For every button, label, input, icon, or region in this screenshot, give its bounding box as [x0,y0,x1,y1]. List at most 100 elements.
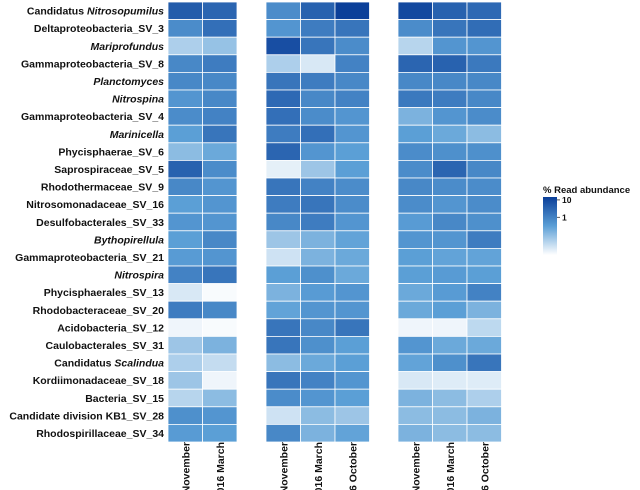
heatmap-cell [300,265,336,285]
row-label: Marinicella [110,129,164,141]
heatmap-cell [432,195,468,214]
heatmap-cell [466,212,502,232]
heatmap-cell [202,335,238,355]
heatmap-cell [167,265,203,285]
column-label: 6 October [479,442,491,490]
heatmap-cell [202,353,238,373]
legend-title: % Read abundance [543,185,630,196]
heatmap-cells [167,1,502,443]
heatmap-cell [432,318,468,337]
heatmap-cell [397,247,433,267]
heatmap-cell [167,1,203,21]
heatmap-cell [397,230,433,249]
heatmap-cell [432,107,468,126]
heatmap-cell [397,212,433,232]
heatmap-cell [466,371,502,390]
heatmap-cell [265,371,301,390]
heatmap-cell [300,1,336,21]
heatmap-cell [265,335,301,355]
row-label: Bythopirellula [94,234,164,246]
heatmap-cell [466,177,502,197]
heatmap-cell [397,406,433,425]
heatmap-cell [334,1,370,21]
column-labels: November 2016 March November 2016 March 6 Oc… [180,442,491,490]
heatmap-cell [466,230,502,249]
heatmap-cell [202,177,238,197]
heatmap-cell [167,388,203,408]
row-label: Bacteria_SV_15 [85,393,164,405]
heatmap-cell [432,36,468,56]
heatmap-cell [167,177,203,197]
heatmap-cell [432,89,468,109]
heatmap-cell [432,159,468,179]
heatmap-cell [334,335,370,355]
heatmap-cell [202,54,238,73]
heatmap-cell [466,142,502,161]
heatmap-cell [334,212,370,232]
heatmap-cell [334,371,370,390]
heatmap-cell [300,89,336,109]
heatmap-cell [432,212,468,232]
heatmap-cell [202,423,238,443]
heatmap-cell [167,423,203,443]
heatmap-cell [334,283,370,302]
column-label: November [410,442,422,490]
heatmap-cell [167,107,203,126]
heatmap-cell [167,371,203,390]
heatmap-cell [167,72,203,91]
heatmap-cell [167,19,203,38]
heatmap-cell [202,89,238,109]
row-label: Mariprofundus [91,41,165,53]
heatmap-cell [300,54,336,73]
heatmap-cell [300,406,336,425]
heatmap-cell [300,159,336,179]
heatmap-cell [432,247,468,267]
heatmap-cell [397,89,433,109]
heatmap-cell [202,371,238,390]
heatmap-cell [466,195,502,214]
heatmap-cell [300,107,336,126]
heatmap-cell [265,1,301,21]
heatmap-cell [300,212,336,232]
heatmap-cell [167,54,203,73]
heatmap-cell [265,142,301,161]
column-label: November [278,442,290,490]
heatmap-cell [300,300,336,320]
row-label: Candidate division KB1_SV_28 [9,410,164,422]
heatmap-cell [202,406,238,425]
heatmap-cell [265,230,301,249]
heatmap-cell [300,388,336,408]
heatmap-cell [202,265,238,285]
heatmap-cell [466,300,502,320]
heatmap-cell [397,72,433,91]
heatmap-cell [265,159,301,179]
heatmap-cell [432,283,468,302]
heatmap-cell [466,247,502,267]
heatmap-cell [300,177,336,197]
heatmap-cell [265,54,301,73]
row-label: Rhodospirillaceae_SV_34 [36,428,164,440]
heatmap-cell [397,124,433,144]
heatmap-cell [265,353,301,373]
row-label: Gammaproteobacteria_SV_4 [21,111,164,123]
row-label: Gammaproteobacteria_SV_8 [21,58,164,70]
heatmap-cell [397,159,433,179]
row-label: Caulobacterales_SV_31 [46,340,165,352]
heatmap-cell [397,371,433,390]
row-label: Candidatus Scalindua [54,358,164,370]
heatmap-cell [397,423,433,443]
heatmap-cell [334,142,370,161]
column-label: 2016 March [313,442,325,490]
heatmap-cell [432,230,468,249]
heatmap-cell [466,388,502,408]
heatmap-cell [202,283,238,302]
heatmap-cell [265,72,301,91]
heatmap-cell [334,388,370,408]
heatmap-cell [466,318,502,337]
heatmap-cell [167,212,203,232]
heatmap-cell [300,283,336,302]
heatmap-cell [300,335,336,355]
heatmap-cell [397,19,433,38]
heatmap-cell [397,318,433,337]
